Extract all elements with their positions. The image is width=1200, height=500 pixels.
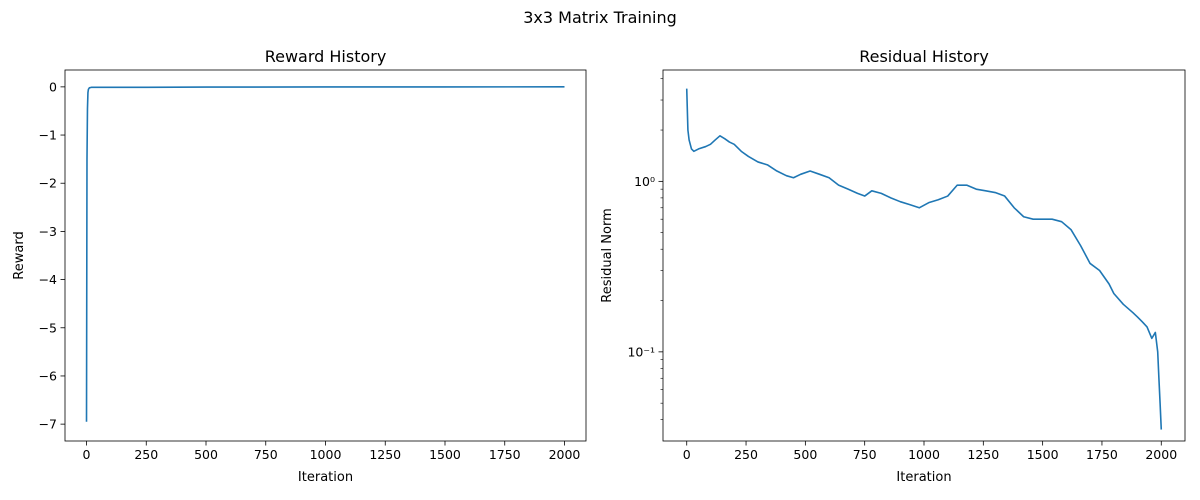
series-line: [685, 88, 1163, 430]
chart-title: Residual History: [859, 47, 989, 66]
x-axis-label: Iteration: [896, 470, 951, 485]
x-tick-label: 1250: [369, 447, 401, 462]
chart-title: Reward History: [265, 47, 387, 66]
y-tick-label: −3: [39, 224, 57, 239]
y-tick-label: 10⁰: [634, 174, 655, 189]
x-tick-label: 500: [793, 447, 817, 462]
x-tick-label: 1500: [429, 447, 461, 462]
x-tick-label: 1250: [967, 447, 999, 462]
y-tick-label: −7: [39, 417, 57, 432]
x-tick-label: 0: [83, 447, 91, 462]
x-tick-label: 2000: [1145, 447, 1177, 462]
y-tick-label: −6: [39, 368, 57, 383]
y-tick-label: −5: [39, 320, 57, 335]
y-tick-label: −4: [39, 272, 57, 287]
x-tick-label: 500: [194, 447, 218, 462]
y-tick-label: 0: [49, 79, 57, 94]
x-axis-label: Iteration: [298, 470, 353, 485]
x-tick-label: 0: [683, 447, 691, 462]
plot-frame: [662, 69, 1186, 442]
series-line: [85, 86, 565, 422]
x-tick-label: 1750: [1086, 447, 1118, 462]
x-tick-label: 1750: [489, 447, 521, 462]
y-axis-label: Residual Norm: [600, 208, 615, 303]
x-tick-label: 1000: [310, 447, 342, 462]
x-tick-label: 2000: [549, 447, 581, 462]
reward-history-chart: Reward History 0 250 500 750 1000 1250 1500 1750…: [12, 47, 587, 485]
x-tick-label: 250: [734, 447, 758, 462]
x-tick-label: 750: [853, 447, 877, 462]
x-tick-label: 1500: [1027, 447, 1059, 462]
y-tick-label: −1: [39, 128, 57, 143]
y-axis-label: Reward: [12, 231, 27, 279]
x-tick-label: 1000: [908, 447, 940, 462]
plot-frame: [64, 69, 587, 442]
x-tick-label: 750: [254, 447, 278, 462]
residual-history-chart: Residual History 0 250 500 750 1000 1250 1500 17…: [600, 47, 1186, 485]
y-tick-label: −2: [39, 176, 57, 191]
y-tick-label: 10⁻¹: [627, 344, 655, 359]
figure-suptitle: 3x3 Matrix Training: [523, 8, 677, 27]
x-tick-label: 250: [134, 447, 158, 462]
